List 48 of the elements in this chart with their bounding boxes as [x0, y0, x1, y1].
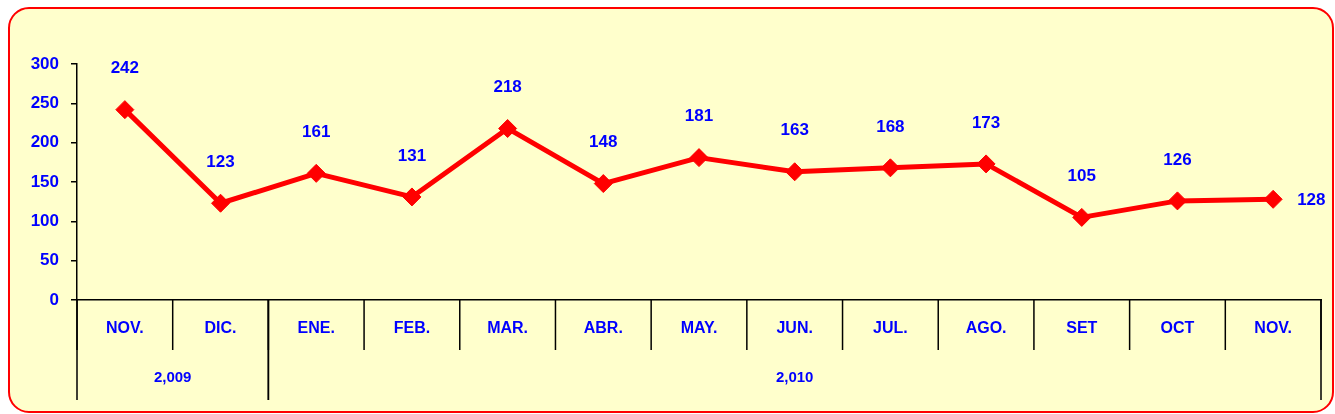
- data-label: 105: [1067, 166, 1096, 186]
- x-tick-label: ABR.: [583, 319, 623, 337]
- point: [211, 193, 231, 213]
- data-label: 242: [110, 58, 140, 78]
- x-tick-label: NOV.: [1254, 319, 1292, 337]
- x-tick-label: FEB.: [393, 319, 431, 337]
- point: [1167, 191, 1187, 211]
- y-tick-label: 50: [40, 250, 59, 270]
- x-tick-label: JUL.: [873, 319, 908, 337]
- point: [115, 100, 135, 120]
- y-tick-label: 200: [30, 132, 59, 152]
- data-label: 168: [876, 116, 905, 136]
- y-tick-label: 150: [30, 171, 59, 191]
- x-tick-label: OCT: [1160, 319, 1195, 337]
- x-tick-label: MAY.: [680, 319, 718, 337]
- point: [976, 154, 996, 174]
- data-label: 123: [206, 151, 235, 171]
- point: [785, 162, 805, 182]
- y-tick-label: 0: [49, 289, 59, 309]
- x-tick-label: ENE.: [297, 319, 335, 337]
- data-label: 218: [493, 77, 522, 97]
- x-tick-label: SET: [1066, 319, 1098, 337]
- x-tick-label: DIC.: [204, 319, 237, 337]
- data-label: 173: [971, 112, 1001, 132]
- data-label: 126: [1163, 149, 1192, 169]
- point: [689, 148, 709, 168]
- data-label: 148: [589, 132, 618, 152]
- x-tick-label: MAR.: [487, 319, 529, 337]
- y-tick-label: 300: [30, 53, 59, 73]
- point: [306, 163, 326, 183]
- point: [593, 174, 613, 194]
- point: [402, 187, 422, 207]
- data-label: 161: [302, 122, 331, 142]
- data-label: 131: [397, 145, 427, 165]
- text: 2,009: [153, 368, 192, 386]
- text: 2,010: [775, 368, 814, 386]
- x-tick-label: AGO.: [965, 319, 1007, 337]
- x-tick-label: NOV.: [106, 319, 144, 337]
- data-label: 181: [684, 106, 714, 126]
- y-tick-label: 100: [30, 211, 59, 231]
- point: [880, 158, 900, 178]
- point: [1263, 189, 1283, 209]
- data-label: 163: [780, 120, 809, 140]
- x-tick-label: JUN.: [776, 319, 813, 337]
- point: [1072, 207, 1092, 227]
- point: [498, 119, 518, 139]
- y-tick-label: 250: [30, 93, 59, 113]
- data-label: 128: [1297, 189, 1326, 209]
